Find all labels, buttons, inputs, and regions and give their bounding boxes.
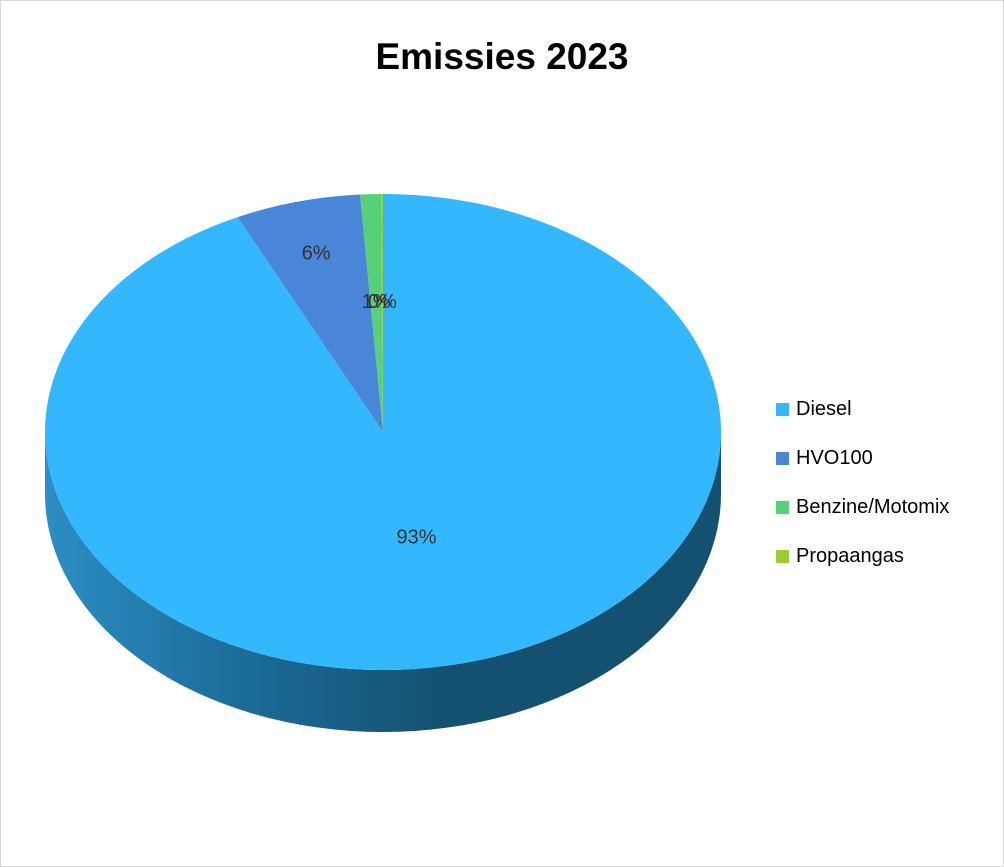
chart-title: Emissies 2023 xyxy=(375,36,629,77)
legend-item-diesel: Diesel xyxy=(776,396,949,422)
pie-slice-propaangas xyxy=(381,194,383,432)
legend-label: Propaangas xyxy=(796,544,904,567)
legend-label: Diesel xyxy=(796,397,852,420)
legend-item-propaangas: Propaangas xyxy=(776,543,949,569)
data-label-hvo100: 6% xyxy=(302,242,331,264)
data-label-benzine-motomix: 1% xyxy=(362,291,391,313)
legend-swatch xyxy=(776,500,789,514)
data-label-propaangas: 0% xyxy=(368,291,397,313)
legend-item-hvo100: HVO100 xyxy=(776,445,949,471)
legend-label: HVO100 xyxy=(796,446,873,469)
pie-side-wall xyxy=(45,432,721,732)
legend-item-benzine-motomix: Benzine/Motomix xyxy=(776,494,949,520)
legend-swatch xyxy=(776,402,789,416)
data-label-diesel: 93% xyxy=(397,526,437,548)
legend: Diesel HVO100 Benzine/Motomix Propaangas xyxy=(776,396,949,592)
legend-swatch xyxy=(776,451,789,465)
legend-label: Benzine/Motomix xyxy=(796,495,950,518)
pie-labels: 93% 6% 1%0% xyxy=(302,242,437,548)
pie-slice-hvo100 xyxy=(237,194,383,432)
legend-swatch xyxy=(776,549,789,563)
pie-slice-benzine-motomix xyxy=(360,194,383,432)
pie-side xyxy=(45,432,721,732)
pie-slices xyxy=(45,194,722,670)
